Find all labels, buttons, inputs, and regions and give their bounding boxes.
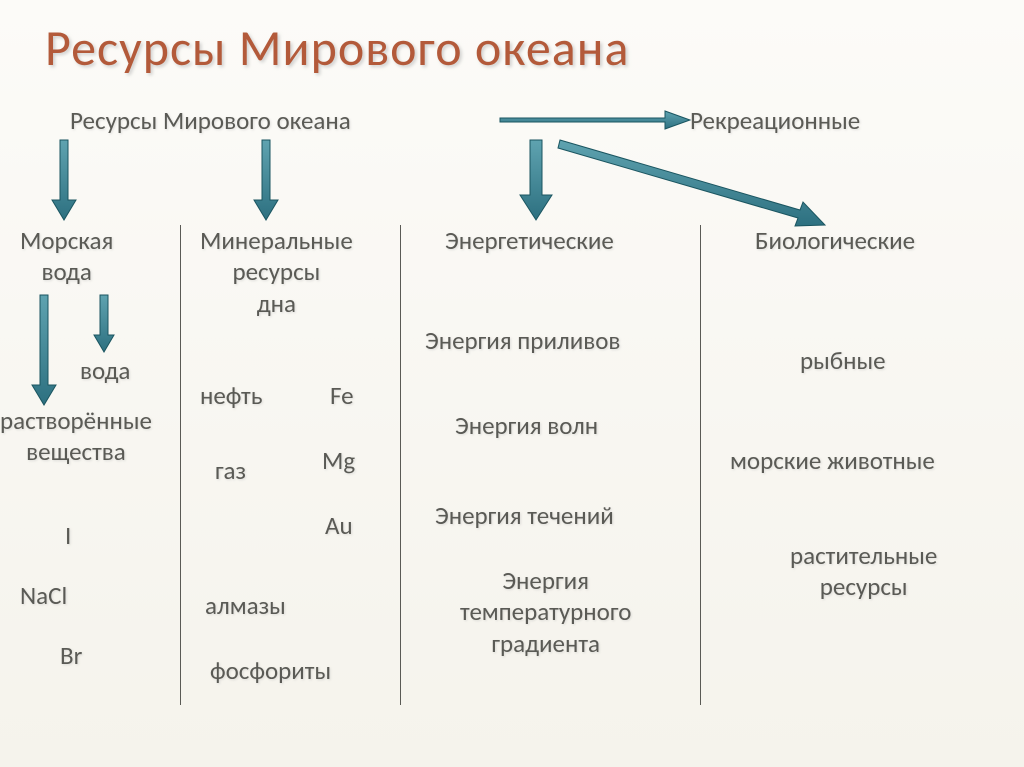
arrows-layer [0,0,1024,767]
arrow-to-recreational [500,111,690,129]
arrow-to-seawater [52,140,76,220]
arrow-to-dissolved [32,295,56,405]
arrow-to-energy [520,140,552,220]
arrow-to-water [94,295,114,352]
arrow-to-mineral [254,140,278,220]
arrow-to-bio [558,140,825,226]
